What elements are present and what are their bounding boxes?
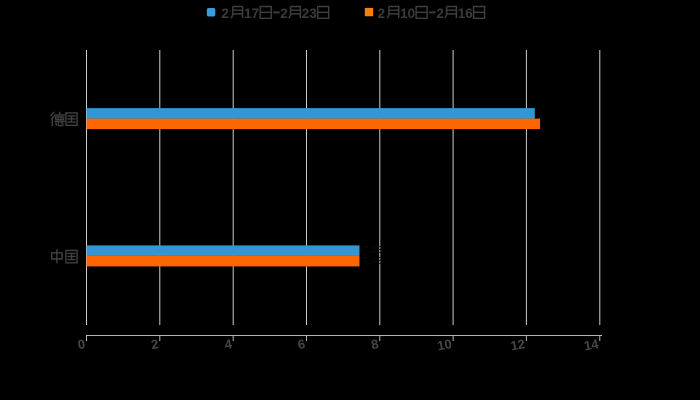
svg-text:2: 2 [436, 6, 444, 21]
svg-text:2: 2 [280, 6, 288, 21]
svg-text:16: 16 [458, 6, 474, 21]
svg-text:2: 2 [378, 6, 386, 21]
svg-text:7.43: 7.43 [362, 244, 383, 256]
svg-text:2: 2 [150, 336, 160, 352]
svg-text:4: 4 [223, 336, 233, 352]
svg-text:10: 10 [400, 6, 415, 21]
svg-text:17: 17 [244, 6, 259, 21]
svg-text:6: 6 [297, 336, 307, 352]
svg-text:2: 2 [221, 6, 229, 21]
svg-text:0: 0 [77, 336, 87, 352]
svg-text:14: 14 [583, 336, 601, 353]
svg-text:12: 12 [509, 336, 526, 353]
svg-text:7.43: 7.43 [362, 255, 383, 267]
svg-text:8: 8 [370, 336, 380, 352]
svg-text:23: 23 [302, 6, 318, 21]
svg-text:10: 10 [436, 336, 453, 353]
